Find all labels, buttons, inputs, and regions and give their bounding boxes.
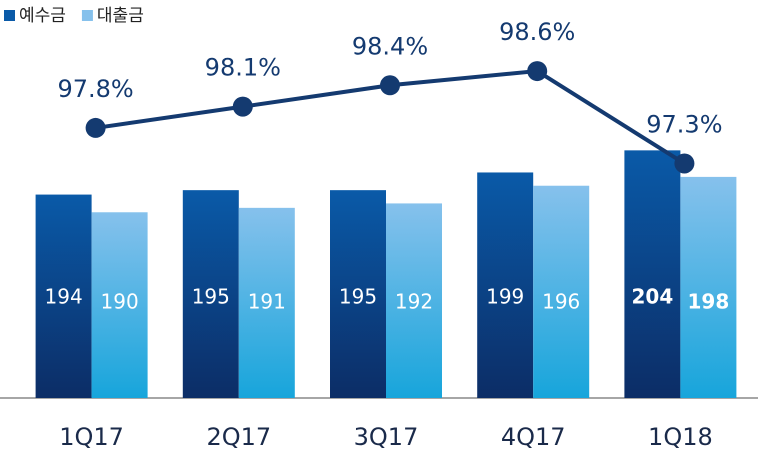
x-tick-label: 1Q18	[648, 423, 713, 450]
legend-label: 예수금	[19, 6, 66, 26]
x-tick-label: 2Q17	[206, 423, 271, 450]
line-label: 97.8%	[57, 75, 133, 103]
bar	[182, 190, 239, 398]
legend-label: 대출금	[97, 6, 144, 26]
bar-label: 196	[542, 290, 580, 314]
bar-label: 204	[632, 285, 674, 309]
line-label: 98.1%	[205, 54, 281, 82]
bar	[330, 190, 386, 398]
x-tick-label: 3Q17	[354, 423, 419, 450]
bar-label: 195	[339, 285, 377, 309]
x-tick-label: 4Q17	[501, 423, 566, 450]
bar	[238, 207, 295, 398]
line-marker	[674, 153, 695, 174]
bar-label: 198	[688, 290, 730, 314]
bar	[91, 212, 148, 398]
bar	[477, 172, 534, 398]
bar	[680, 176, 737, 398]
bar	[533, 185, 590, 398]
x-tick-label: 1Q17	[59, 423, 124, 450]
line-marker	[232, 96, 253, 117]
bar	[35, 194, 92, 398]
bar	[624, 150, 681, 398]
bar-label: 195	[192, 285, 230, 309]
line-marker	[380, 75, 400, 96]
line-marker	[85, 117, 106, 138]
legend-swatch	[4, 10, 15, 21]
bar-label: 194	[45, 285, 83, 309]
legend-swatch	[81, 10, 93, 21]
line-label: 97.3%	[646, 110, 722, 138]
bar	[386, 203, 442, 398]
line-label: 98.6%	[499, 18, 575, 46]
bar-label: 199	[486, 285, 524, 309]
bar-label: 191	[248, 290, 286, 314]
bar-label: 192	[395, 290, 433, 314]
line-label: 98.4%	[352, 32, 428, 60]
line-marker	[527, 61, 548, 82]
bar-label: 190	[101, 290, 139, 314]
